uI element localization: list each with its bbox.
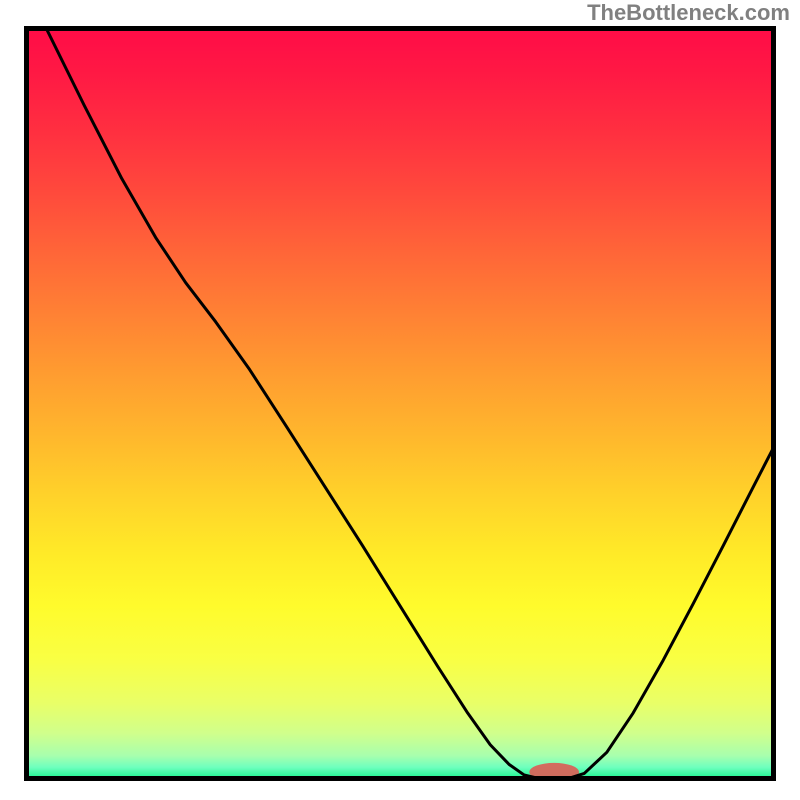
bottleneck-chart [24, 26, 776, 781]
chart-container: TheBottleneck.com [0, 0, 800, 800]
plot-area [24, 26, 776, 781]
attribution-label: TheBottleneck.com [587, 0, 790, 26]
